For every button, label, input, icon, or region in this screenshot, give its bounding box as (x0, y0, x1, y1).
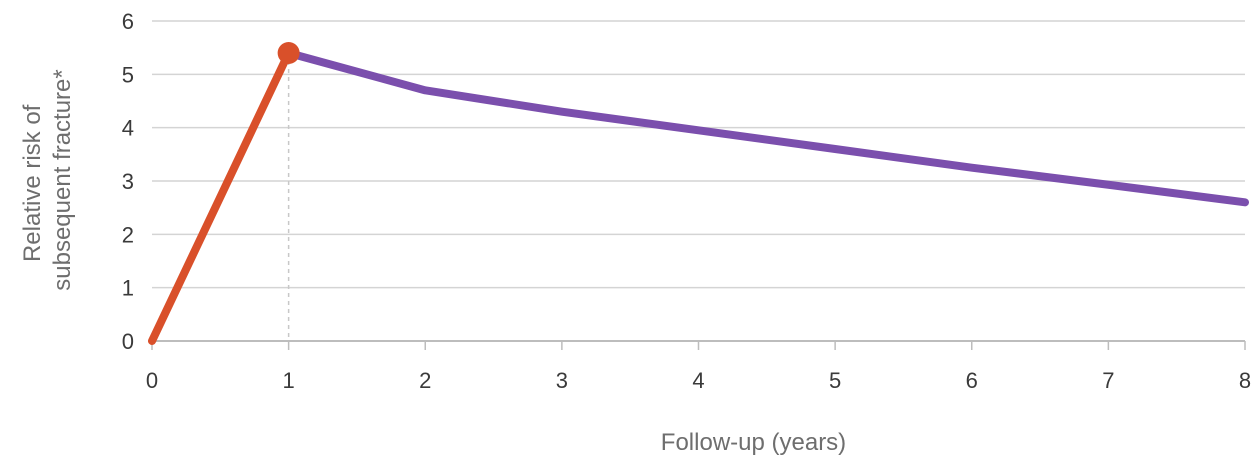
y-tick-label-3: 3 (122, 169, 134, 194)
x-tick-label-0: 0 (146, 368, 158, 393)
x-axis-ticks: 0 1 2 3 4 5 6 7 8 (146, 341, 1251, 393)
x-tick-label-2: 2 (419, 368, 431, 393)
x-tick-label-6: 6 (966, 368, 978, 393)
x-tick-label-7: 7 (1102, 368, 1114, 393)
y-tick-label-2: 2 (122, 222, 134, 247)
x-tick-label-1: 1 (283, 368, 295, 393)
y-tick-label-0: 0 (122, 329, 134, 354)
y-tick-label-6: 6 (122, 9, 134, 34)
x-tick-label-8: 8 (1239, 368, 1251, 393)
y-axis-title: Relative risk of subsequent fracture* (19, 69, 76, 290)
series-line-1 (148, 49, 293, 345)
highlight-point (277, 42, 300, 64)
y-axis-title-line-1: Relative risk of (19, 104, 46, 262)
series-line-2 (284, 49, 1249, 207)
highlight-marker-group (277, 42, 300, 64)
series-lines (148, 49, 1249, 345)
x-tick-label-4: 4 (692, 368, 704, 393)
x-tick-label-3: 3 (556, 368, 568, 393)
y-tick-label-5: 5 (122, 62, 134, 87)
y-tick-label-4: 4 (122, 116, 134, 141)
x-tick-label-5: 5 (829, 368, 841, 393)
x-axis-title: Follow-up (years) (661, 429, 846, 456)
y-axis-title-line-2: subsequent fracture* (49, 69, 76, 290)
y-tick-label-1: 1 (122, 276, 134, 301)
y-axis-ticks: 0 1 2 3 4 5 6 (122, 9, 134, 354)
